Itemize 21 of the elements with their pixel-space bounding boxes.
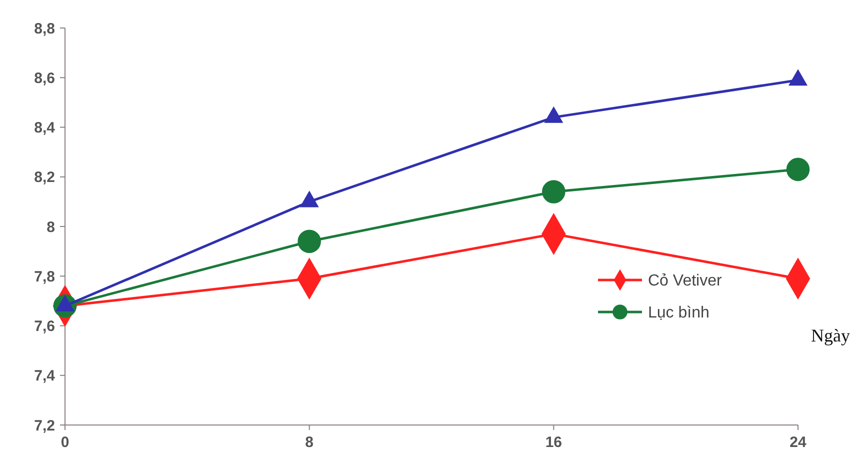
y-tick-label: 7,6	[34, 318, 55, 335]
y-tick-label: 7,4	[34, 368, 56, 385]
x-tick-label: 16	[545, 434, 562, 451]
point	[298, 230, 321, 254]
x-tick-label: 0	[60, 434, 70, 451]
point	[786, 158, 810, 182]
point	[788, 70, 808, 86]
legend-label: Lục bình	[648, 304, 710, 322]
y-tick-label: 7,8	[34, 268, 55, 286]
point	[542, 180, 566, 204]
point	[544, 106, 563, 123]
y-tick-label: 8,2	[34, 169, 55, 186]
legend-label: Cỏ Vetiver	[648, 272, 722, 290]
y-tick-label: 8,6	[34, 70, 55, 87]
y-tick-label: 8,4	[34, 120, 56, 136]
y-tick-label: 8	[46, 218, 55, 236]
x-axis-title: Ngày	[811, 325, 850, 346]
y-tick-label: 7,2	[34, 417, 55, 434]
y-tick-label: 8,8	[34, 20, 55, 38]
x-tick-label: 24	[790, 434, 807, 451]
x-tick-label: 8	[305, 434, 314, 451]
